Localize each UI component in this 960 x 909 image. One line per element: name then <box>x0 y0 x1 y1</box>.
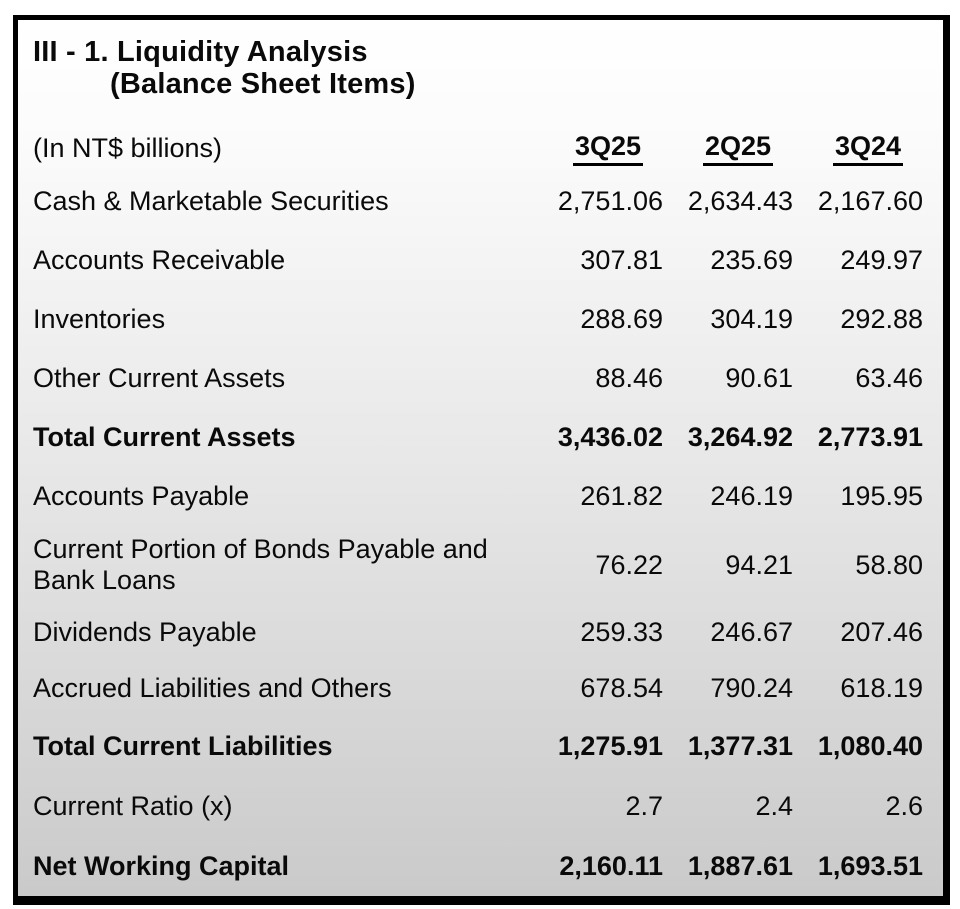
table-row: Total Current Assets 3,436.02 3,264.92 2… <box>33 408 923 467</box>
row-value-2q25: 790.24 <box>710 672 793 703</box>
row-value-3q24: 63.46 <box>855 363 923 393</box>
table-row: Accounts Receivable 307.81 235.69 249.97 <box>33 231 923 290</box>
row-label: Cash & Marketable Securities <box>33 186 389 216</box>
row-value-3q24: 195.95 <box>840 481 923 511</box>
row-label: Net Working Capital <box>33 850 290 881</box>
table-row: Current Ratio (x) 2.7 2.4 2.6 <box>33 776 923 836</box>
row-value-3q24: 249.97 <box>840 245 923 275</box>
row-label: Current Portion of Bonds Payable and Ban… <box>33 534 488 595</box>
table-row: Accounts Payable 261.82 246.19 195.95 <box>33 467 923 526</box>
row-label: Inventories <box>33 304 166 334</box>
liquidity-analysis-panel: III - 1. Liquidity Analysis (Balance She… <box>13 15 950 905</box>
column-header-cell-3q25: 3Q25 <box>545 131 663 166</box>
column-header-cell-3q24: 3Q24 <box>793 131 923 166</box>
unit-label: (In NT$ billions) <box>33 133 223 163</box>
row-value-3q25: 2.7 <box>625 790 663 821</box>
row-value-3q25: 259.33 <box>580 616 663 647</box>
table-row: Cash & Marketable Securities 2,751.06 2,… <box>33 172 923 231</box>
table-row: Net Working Capital 2,160.11 1,887.61 1,… <box>33 836 923 896</box>
row-value-2q25: 94.21 <box>725 549 793 580</box>
row-label: Total Current Liabilities <box>33 730 333 761</box>
table-row: Accrued Liabilities and Others 678.54 79… <box>33 660 923 716</box>
column-header-3q25: 3Q25 <box>572 131 643 166</box>
table-row: Inventories 288.69 304.19 292.88 <box>33 290 923 349</box>
row-label: Accrued Liabilities and Others <box>33 672 392 703</box>
row-value-2q25: 1,887.61 <box>687 850 793 881</box>
table-row: Other Current Assets 88.46 90.61 63.46 <box>33 349 923 408</box>
row-value-2q25: 3,264.92 <box>687 422 793 452</box>
row-label: Accounts Receivable <box>33 245 286 275</box>
row-value-2q25: 2,634.43 <box>687 186 793 216</box>
row-value-3q24: 207.46 <box>840 616 923 647</box>
row-value-3q25: 2,751.06 <box>557 186 663 216</box>
row-value-3q25: 288.69 <box>580 304 663 334</box>
row-value-3q25: 1,275.91 <box>557 730 663 761</box>
row-value-3q24: 618.19 <box>840 672 923 703</box>
row-value-3q25: 307.81 <box>580 245 663 275</box>
table-row: Total Current Liabilities 1,275.91 1,377… <box>33 716 923 776</box>
row-label: Dividends Payable <box>33 616 257 647</box>
row-value-2q25: 235.69 <box>710 245 793 275</box>
row-value-3q24: 2,167.60 <box>817 186 923 216</box>
row-label: Accounts Payable <box>33 481 250 511</box>
row-value-3q24: 2.6 <box>885 790 923 821</box>
row-value-3q24: 2,773.91 <box>817 422 923 452</box>
row-value-2q25: 304.19 <box>710 304 793 334</box>
page-title-line2: (Balance Sheet Items) <box>110 68 416 100</box>
row-value-3q25: 88.46 <box>595 363 663 393</box>
row-value-3q25: 2,160.11 <box>559 850 663 881</box>
table-row: Current Portion of Bonds Payable and Ban… <box>33 526 923 604</box>
row-value-3q24: 1,693.51 <box>817 850 923 881</box>
table-header-row: (In NT$ billions) 3Q25 2Q25 3Q24 <box>33 126 923 166</box>
page-title: III - 1. Liquidity Analysis (Balance She… <box>33 36 923 100</box>
row-value-3q24: 1,080.40 <box>817 730 923 761</box>
row-value-2q25: 1,377.31 <box>687 730 793 761</box>
column-header-3q24: 3Q24 <box>832 131 903 166</box>
column-header-cell-2q25: 2Q25 <box>663 131 793 166</box>
row-value-3q25: 3,436.02 <box>557 422 663 452</box>
row-value-3q24: 58.80 <box>855 549 923 580</box>
row-value-3q24: 292.88 <box>840 304 923 334</box>
row-value-2q25: 90.61 <box>725 363 793 393</box>
row-value-3q25: 261.82 <box>580 481 663 511</box>
row-value-3q25: 678.54 <box>580 672 663 703</box>
row-label: Other Current Assets <box>33 363 286 393</box>
row-value-2q25: 2.4 <box>755 790 793 821</box>
table-row: Dividends Payable 259.33 246.67 207.46 <box>33 604 923 660</box>
row-label: Current Ratio (x) <box>33 790 233 821</box>
table-body: Cash & Marketable Securities 2,751.06 2,… <box>33 172 923 896</box>
page-title-line1: III - 1. Liquidity Analysis <box>33 36 368 68</box>
row-value-2q25: 246.19 <box>710 481 793 511</box>
column-header-2q25: 2Q25 <box>702 131 773 166</box>
row-value-3q25: 76.22 <box>595 549 663 580</box>
row-label: Total Current Assets <box>33 422 296 452</box>
row-value-2q25: 246.67 <box>710 616 793 647</box>
